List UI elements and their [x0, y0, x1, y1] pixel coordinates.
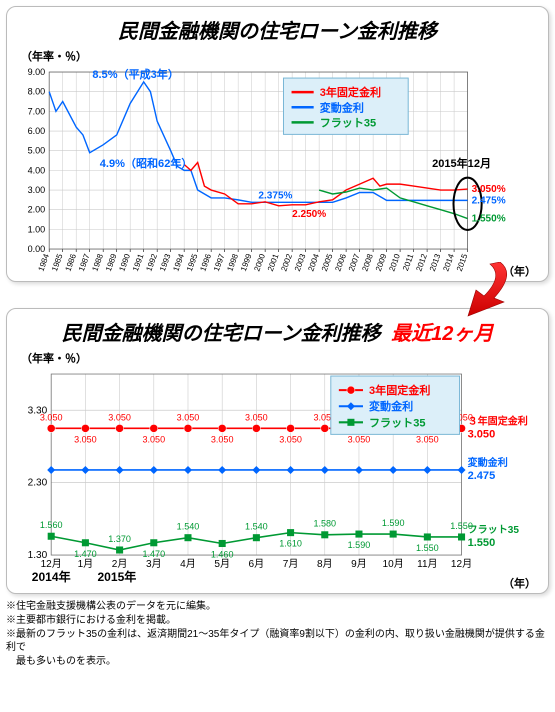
value-label: 3.050: [279, 435, 302, 445]
end-label: 1.550: [468, 537, 496, 549]
value-label: 1.590: [348, 540, 371, 550]
value-label: 1.540: [245, 522, 268, 532]
xtick-label: 4月: [180, 558, 196, 570]
value-label: 1.370: [108, 534, 131, 544]
end-label: 2.475%: [472, 195, 506, 206]
end-label: 1.550%: [472, 214, 506, 225]
value-label: 1.470: [74, 549, 97, 559]
end-label: 2.475: [468, 470, 496, 482]
end-label: ３年固定金利: [468, 415, 528, 428]
xtick-label: 3月: [146, 558, 162, 570]
ytick-label: 7.00: [28, 106, 46, 116]
value-label: 1.460: [211, 550, 234, 560]
value-label: 1.540: [177, 522, 200, 532]
xtick-label: 2011: [401, 252, 416, 272]
end-label: フラット35: [468, 524, 520, 536]
value-label: 3.050: [108, 413, 131, 423]
value-label: 3.050: [142, 435, 165, 445]
ytick-label: 9.00: [28, 67, 46, 77]
bottom-xlabel: （年）: [503, 575, 536, 591]
ytick-label: 8.00: [28, 87, 46, 97]
xtick-label: 2月: [112, 558, 128, 570]
end-label: 変動金利: [468, 456, 508, 469]
value-label: 1.560: [40, 520, 63, 530]
top-panel: 民間金融機関の住宅ローン金利推移 （年率・％） 0.00 1.00 2.00 3.00…: [6, 6, 549, 282]
end-label: 3.050%: [472, 184, 506, 195]
footnote: ※最新のフラット35の金利は、返済期間21～35年タイプ（融資率9割以下）の金利…: [6, 628, 549, 654]
value-label: 3.050: [177, 413, 200, 423]
callout-label: 2015年12月: [432, 156, 491, 170]
footnote: ※住宅金融支援機構公表のデータを元に編集。: [6, 600, 549, 613]
anno-mid: 2.250%: [292, 209, 326, 220]
anno-mid: 2.375%: [258, 190, 292, 201]
xtick-label: 12月: [41, 558, 62, 570]
top-chart: 0.00 1.00 2.00 3.00 4.00 5.00 6.00 7.00 8.00 9.00…: [17, 66, 538, 277]
legend-label: 3年固定金利: [369, 383, 430, 397]
value-label: 1.590: [382, 518, 405, 528]
legend-label: 3年固定金利: [320, 85, 381, 99]
top-ylabel: （年率・％）: [21, 48, 538, 64]
value-label: 3.050: [245, 413, 268, 423]
value-label: 3.050: [40, 413, 63, 423]
xyear-label: 2015年: [97, 569, 136, 584]
bottom-ylabel: （年率・％）: [21, 350, 538, 366]
legend-label: 変動金利: [369, 399, 413, 413]
ytick-label: 2.30: [28, 478, 48, 489]
xtick-label: 6月: [249, 558, 265, 570]
legend-label: フラット35: [320, 116, 376, 129]
value-label: 3.050: [211, 435, 234, 445]
ytick-label: 4.00: [28, 165, 46, 175]
value-label: 1.550: [416, 543, 439, 553]
connector-arrow: [430, 262, 530, 318]
footnotes: ※住宅金融支援機構公表のデータを元に編集。 ※主要都市銀行における金利を掲載。 …: [6, 600, 549, 668]
value-label: 3.050: [416, 435, 439, 445]
bottom-chart: 1.302.303.3012月1月2月3月4月5月6月7月8月9月10月11月1…: [17, 368, 538, 589]
ytick-label: 2.00: [28, 205, 46, 215]
legend-label: フラット35: [369, 417, 425, 430]
xtick-label: 1月: [78, 558, 94, 570]
end-label: 3.050: [468, 429, 496, 441]
xtick-label: 7月: [283, 558, 299, 570]
xtick-label: 5月: [214, 558, 230, 570]
value-label: 1.580: [313, 519, 336, 529]
value-label: 1.470: [142, 549, 165, 559]
xtick-label: 8月: [317, 558, 333, 570]
top-title: 民間金融機関の住宅ローン金利推移: [118, 21, 437, 43]
xyear-label: 2014年: [32, 569, 71, 584]
series-line: [184, 163, 467, 206]
ytick-label: 6.00: [28, 126, 46, 136]
bottom-panel: 民間金融機関の住宅ローン金利推移 最近12ヶ月 （年率・％） 1.302.303…: [6, 308, 549, 594]
ytick-label: 5.00: [28, 146, 46, 156]
anno-peak: 8.5%（平成3年）: [92, 67, 179, 81]
ytick-label: 3.00: [28, 185, 46, 195]
footnote: 最も多いものを表示。: [6, 655, 549, 668]
xtick-label: 11月: [417, 558, 437, 570]
series-line: [319, 188, 467, 218]
ytick-label: 0.00: [28, 244, 46, 254]
xtick-label: 10月: [383, 558, 404, 570]
xtick-label: 9月: [351, 558, 367, 570]
value-label: 1.610: [279, 539, 302, 549]
ytick-label: 1.00: [28, 224, 46, 234]
value-label: 3.050: [348, 435, 371, 445]
legend-label: 変動金利: [320, 100, 364, 114]
anno-low: 4.9%（昭和62年）: [100, 156, 193, 170]
footnote: ※主要都市銀行における金利を掲載。: [6, 614, 549, 627]
xtick-label: 12月: [451, 558, 472, 570]
bottom-title: 民間金融機関の住宅ローン金利推移: [62, 323, 381, 345]
value-label: 3.050: [74, 435, 97, 445]
bottom-title-suffix: 最近12ヶ月: [391, 323, 493, 345]
